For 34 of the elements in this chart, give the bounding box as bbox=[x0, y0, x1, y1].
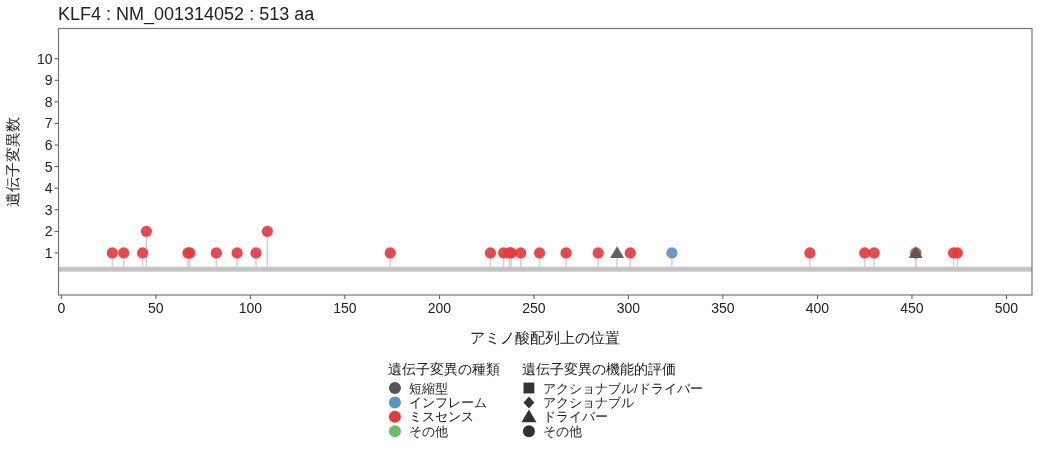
y-tick-label: 9 bbox=[44, 72, 53, 89]
legend-label: アクショナブル bbox=[542, 394, 634, 410]
x-tick-label: 300 bbox=[616, 300, 641, 316]
y-tick-label: 1 bbox=[44, 244, 53, 261]
legend-label: その他 bbox=[408, 423, 448, 439]
y-tick-label: 2 bbox=[44, 223, 53, 240]
x-tick-label: 200 bbox=[427, 300, 452, 316]
x-axis-title: アミノ酸配列上の位置 bbox=[470, 329, 621, 346]
legend-label: その他 bbox=[542, 423, 582, 439]
x-tick-label: 400 bbox=[805, 300, 830, 316]
legend-label: アクショナブル/ドライバー bbox=[542, 380, 703, 396]
y-axis-title: 遺伝子変異数 bbox=[3, 116, 21, 207]
y-tick-label: 5 bbox=[44, 158, 53, 175]
text: 遺伝子変異の種類 bbox=[387, 361, 500, 377]
x-tick-label: 100 bbox=[238, 300, 263, 316]
x-tick-label: 50 bbox=[148, 300, 164, 316]
x-tick-label: 250 bbox=[522, 300, 546, 316]
x-tick-label: 150 bbox=[333, 300, 357, 316]
chart-title: KLF4 : NM_001314052 : 513 aa bbox=[58, 4, 316, 25]
text: 遺伝子変異の機能的評価 bbox=[521, 361, 676, 377]
x-tick-label: 350 bbox=[711, 300, 735, 316]
legend-label: ミスセンス bbox=[408, 409, 474, 425]
y-tick-label: 6 bbox=[44, 137, 53, 154]
legend-label: ドライバー bbox=[542, 409, 608, 425]
x-tick-label: 500 bbox=[994, 300, 1019, 316]
x-tick-label: 450 bbox=[900, 300, 924, 316]
y-tick-label: 8 bbox=[44, 93, 53, 110]
y-tick-label: 7 bbox=[44, 115, 53, 132]
legend-label: 短縮型 bbox=[408, 380, 448, 396]
y-tick-label: 4 bbox=[44, 180, 53, 197]
legend-label: インフレーム bbox=[408, 394, 487, 410]
x-tick-label: 0 bbox=[57, 300, 66, 316]
y-tick-label: 10 bbox=[36, 50, 53, 67]
y-tick-label: 3 bbox=[44, 201, 53, 218]
